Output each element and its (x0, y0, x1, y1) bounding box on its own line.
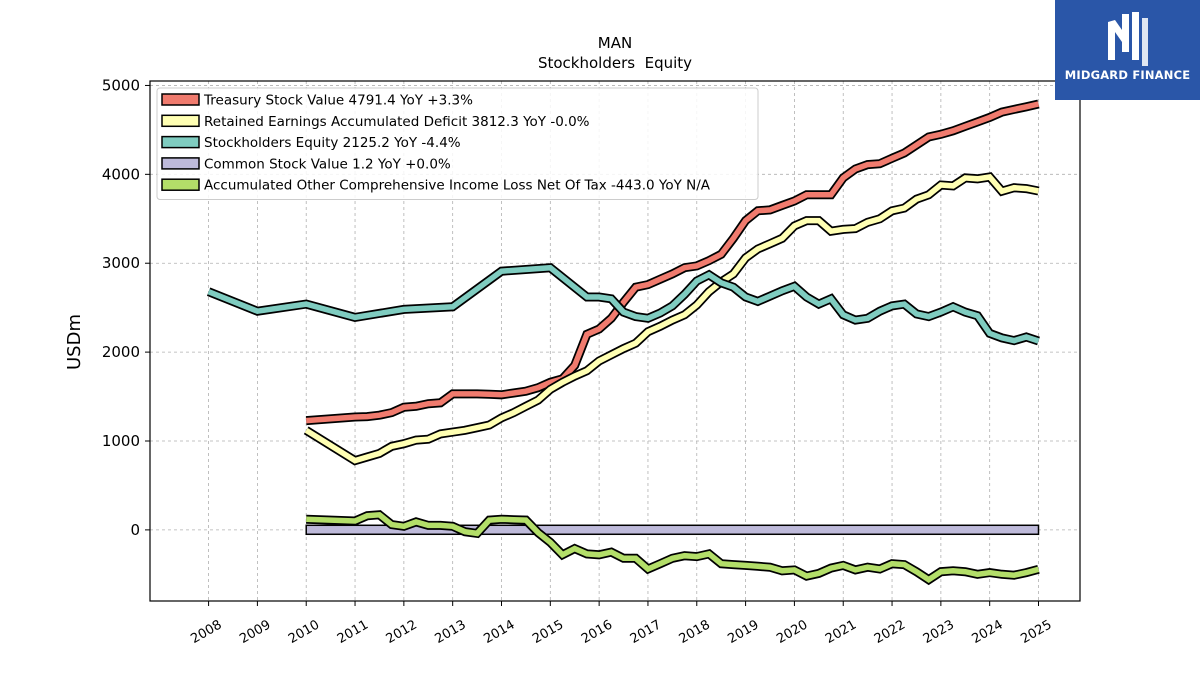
series-band (305, 524, 1040, 536)
series-path (306, 511, 1040, 583)
series-lines (206, 99, 1040, 586)
chart-subtitle: Stockholders Equity (538, 54, 692, 72)
x-tick-label: 2025 (1018, 617, 1054, 647)
y-tick-label: 3000 (102, 254, 140, 272)
series-path (304, 174, 1040, 464)
legend: Treasury Stock Value 4791.4 YoY +3.3% Ret… (156, 87, 759, 200)
legend-label: Retained Earnings Accumulated Deficit 38… (204, 114, 590, 130)
legend-label: Stockholders Equity 2125.2 YoY -4.4% (204, 135, 461, 151)
series-path (305, 101, 1040, 424)
series-line-3 (206, 263, 1040, 346)
y-axis-label: USDm (64, 314, 85, 370)
x-tick-label: 2015 (530, 617, 566, 647)
brand-logo: MIDGARD FINANCE (1055, 0, 1200, 100)
x-tick-label: 2023 (921, 617, 957, 647)
brand-name: MIDGARD FINANCE (1064, 68, 1191, 82)
x-tick-label: 2019 (725, 617, 761, 647)
legend-label: Treasury Stock Value 4791.4 YoY +3.3% (203, 93, 473, 109)
series-line-5 (306, 510, 1040, 586)
series-line-4 (305, 524, 1040, 536)
chart-title: MAN (598, 34, 632, 52)
legend-label: Accumulated Other Comprehensive Income L… (204, 178, 711, 194)
legend-label: Common Stock Value 1.2 YoY +0.0% (204, 156, 451, 172)
y-tick-label: 4000 (102, 165, 140, 183)
x-tick-label: 2018 (677, 617, 713, 647)
y-tick-label: 2000 (102, 343, 140, 361)
y-tick-label: 1000 (102, 432, 140, 450)
series-line-1 (305, 99, 1040, 426)
legend-swatch (161, 135, 200, 149)
x-tick-label: 2009 (237, 617, 273, 647)
legend-swatch (161, 93, 200, 106)
legend-box (156, 87, 759, 200)
series-line-2 (303, 172, 1040, 466)
legend-swatch (161, 178, 200, 191)
x-tick-label: 2017 (628, 617, 664, 647)
legend-swatch (161, 157, 200, 170)
x-tick-label: 2016 (579, 617, 615, 647)
y-tick-label: 5000 (102, 76, 140, 94)
x-tick-label: 2013 (433, 617, 469, 647)
legend-swatch (161, 114, 200, 128)
x-tick-label: 2008 (188, 617, 224, 647)
x-tick-label: 2010 (286, 617, 322, 647)
x-tick-label: 2021 (823, 617, 859, 647)
x-tick-label: 2022 (872, 617, 908, 647)
x-tick-label: 2011 (335, 617, 371, 647)
plot-frame (149, 80, 1081, 602)
x-tick-label: 2020 (774, 617, 810, 647)
x-tick-label: 2024 (970, 617, 1006, 647)
x-tick-label: 2014 (481, 617, 517, 647)
y-tick-label: 0 (130, 521, 140, 539)
series-path (207, 264, 1040, 344)
midgard-logo-icon (1108, 12, 1148, 66)
x-tick-label: 2012 (384, 617, 420, 647)
